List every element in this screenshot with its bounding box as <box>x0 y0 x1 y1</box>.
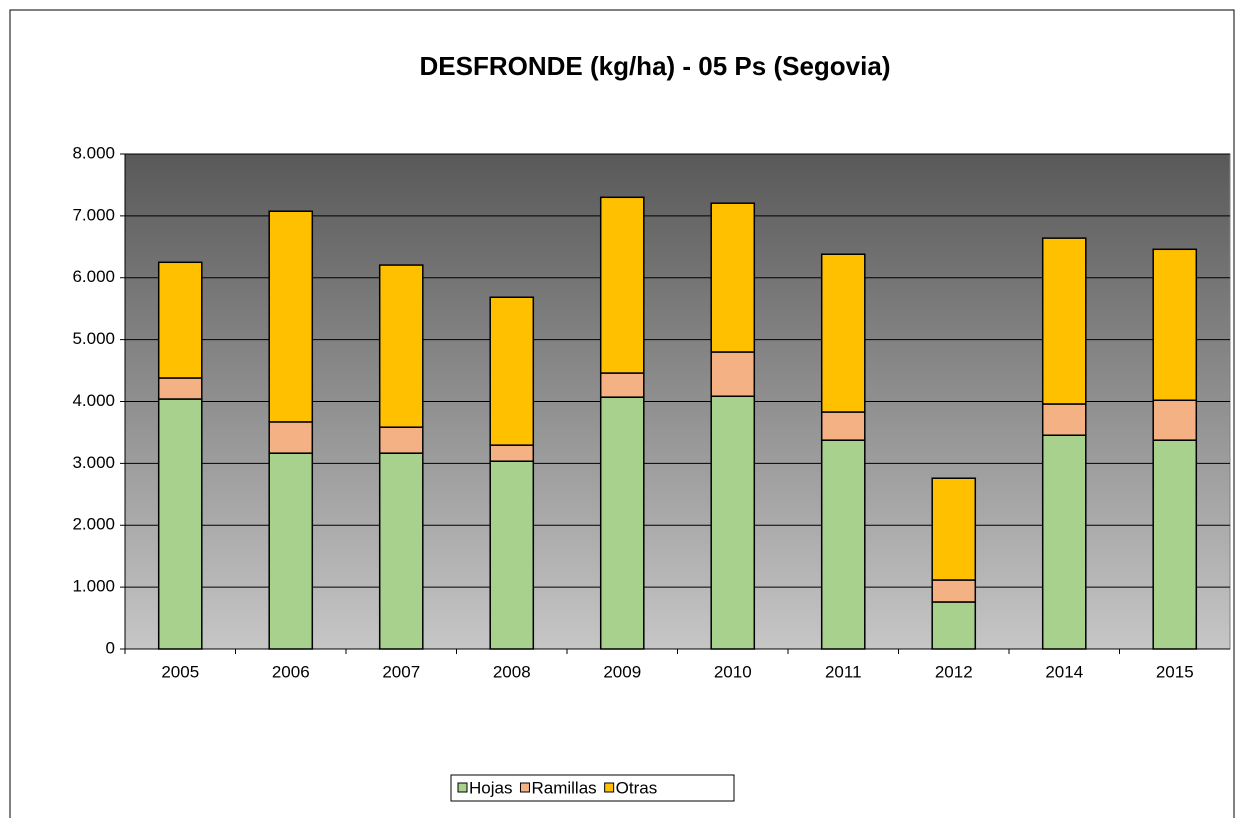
y-tick-label: 4.000 <box>72 391 115 410</box>
bar-segment <box>378 426 424 454</box>
y-tick-label: 3.000 <box>72 453 115 472</box>
x-tick-label: 2011 <box>825 662 862 681</box>
bar-segment <box>157 261 203 379</box>
x-tick-label: 2015 <box>1156 662 1194 681</box>
bar-segment <box>489 296 535 446</box>
bar-segment <box>931 579 977 603</box>
x-tick-label: 2005 <box>161 662 199 681</box>
y-tick-label: 1.000 <box>72 577 115 596</box>
bar-segment <box>1152 248 1198 402</box>
y-tick-label: 6.000 <box>72 267 115 286</box>
bar-segment <box>157 398 203 650</box>
y-tick-label: 5.000 <box>72 329 115 348</box>
bar-segment <box>931 477 977 581</box>
x-tick-label: 2014 <box>1045 662 1083 681</box>
bar-segment <box>1152 439 1198 650</box>
bar-segment <box>1041 237 1087 405</box>
bar-segment <box>268 210 314 423</box>
legend-box <box>450 774 735 802</box>
x-tick-label: 2008 <box>493 662 531 681</box>
legend-swatch <box>457 782 468 793</box>
chart-title: DESFRONDE (kg/ha) - 05 Ps (Segovia) <box>420 51 891 81</box>
bar-segment <box>710 202 756 353</box>
bar-segment <box>599 396 645 650</box>
bar-segment <box>820 253 866 413</box>
x-tick-label: 2010 <box>714 662 752 681</box>
bar-segment <box>820 411 866 441</box>
legend <box>450 774 735 802</box>
bar-segment <box>378 264 424 428</box>
bar-segment <box>599 196 645 374</box>
bar-segment <box>820 439 866 650</box>
y-tick-label: 2.000 <box>72 515 115 534</box>
bar-segment <box>1041 403 1087 436</box>
bar-segment <box>710 351 756 397</box>
x-tick-label: 2006 <box>272 662 310 681</box>
bar-segment <box>1041 434 1087 650</box>
bar-segment <box>157 377 203 400</box>
bar-segment <box>268 452 314 650</box>
legend-label: Hojas <box>469 778 512 797</box>
bar-segment <box>489 444 535 462</box>
x-tick-label: 2009 <box>603 662 641 681</box>
y-tick-label: 8.000 <box>72 143 115 162</box>
legend-swatch <box>604 782 615 793</box>
y-tick-label: 0 <box>106 638 115 657</box>
bar-segment <box>1152 399 1198 441</box>
bar-segment <box>489 460 535 650</box>
y-tick-label: 7.000 <box>72 205 115 224</box>
legend-label: Ramillas <box>531 778 596 797</box>
bar-segment <box>931 601 977 650</box>
bar-segment <box>710 395 756 650</box>
legend-swatch <box>519 782 530 793</box>
x-tick-label: 2012 <box>935 662 973 681</box>
legend-label: Otras <box>616 778 658 797</box>
bar-segment <box>378 452 424 650</box>
x-tick-label: 2007 <box>382 662 420 681</box>
bar-segment <box>268 421 314 454</box>
bar-segment <box>599 372 645 398</box>
